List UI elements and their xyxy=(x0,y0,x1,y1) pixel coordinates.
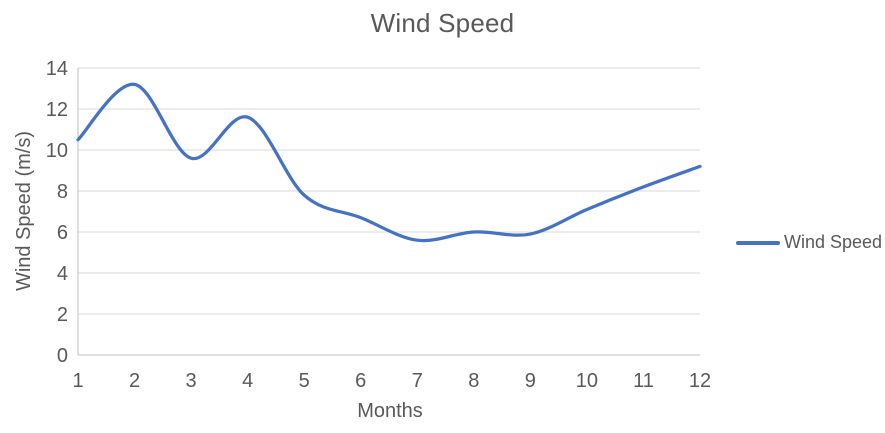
legend-line-sample xyxy=(736,240,780,245)
y-tick-label-12: 12 xyxy=(46,99,68,121)
x-tick-label-11: 11 xyxy=(633,370,654,392)
x-tick-label-1: 1 xyxy=(72,370,83,392)
x-tick-label-12: 12 xyxy=(689,370,711,392)
y-tick-label-14: 14 xyxy=(46,58,68,80)
x-tick-label-2: 2 xyxy=(129,370,140,392)
x-tick-label-10: 10 xyxy=(576,370,598,392)
x-tick-label-6: 6 xyxy=(355,370,366,392)
x-tick-label-7: 7 xyxy=(412,370,423,392)
y-axis-title: Wind Speed (m/s) xyxy=(13,131,35,291)
x-tick-label-9: 9 xyxy=(525,370,536,392)
y-tick-label-2: 2 xyxy=(57,304,68,326)
y-tick-label-10: 10 xyxy=(46,140,68,162)
y-tick-label-8: 8 xyxy=(57,181,68,203)
y-tick-label-6: 6 xyxy=(57,222,68,244)
x-tick-label-4: 4 xyxy=(242,370,253,392)
series-line-wind-speed xyxy=(76,82,702,243)
x-tick-label-8: 8 xyxy=(468,370,479,392)
legend: Wind Speed xyxy=(736,232,882,253)
y-tick-label-4: 4 xyxy=(57,263,68,285)
y-tick-label-0: 0 xyxy=(57,345,68,367)
x-tick-label-5: 5 xyxy=(299,370,310,392)
chart-title: Wind Speed xyxy=(370,8,515,38)
legend-label: Wind Speed xyxy=(784,232,883,252)
x-axis-title: Months xyxy=(357,400,423,422)
x-tick-label-3: 3 xyxy=(186,370,197,392)
